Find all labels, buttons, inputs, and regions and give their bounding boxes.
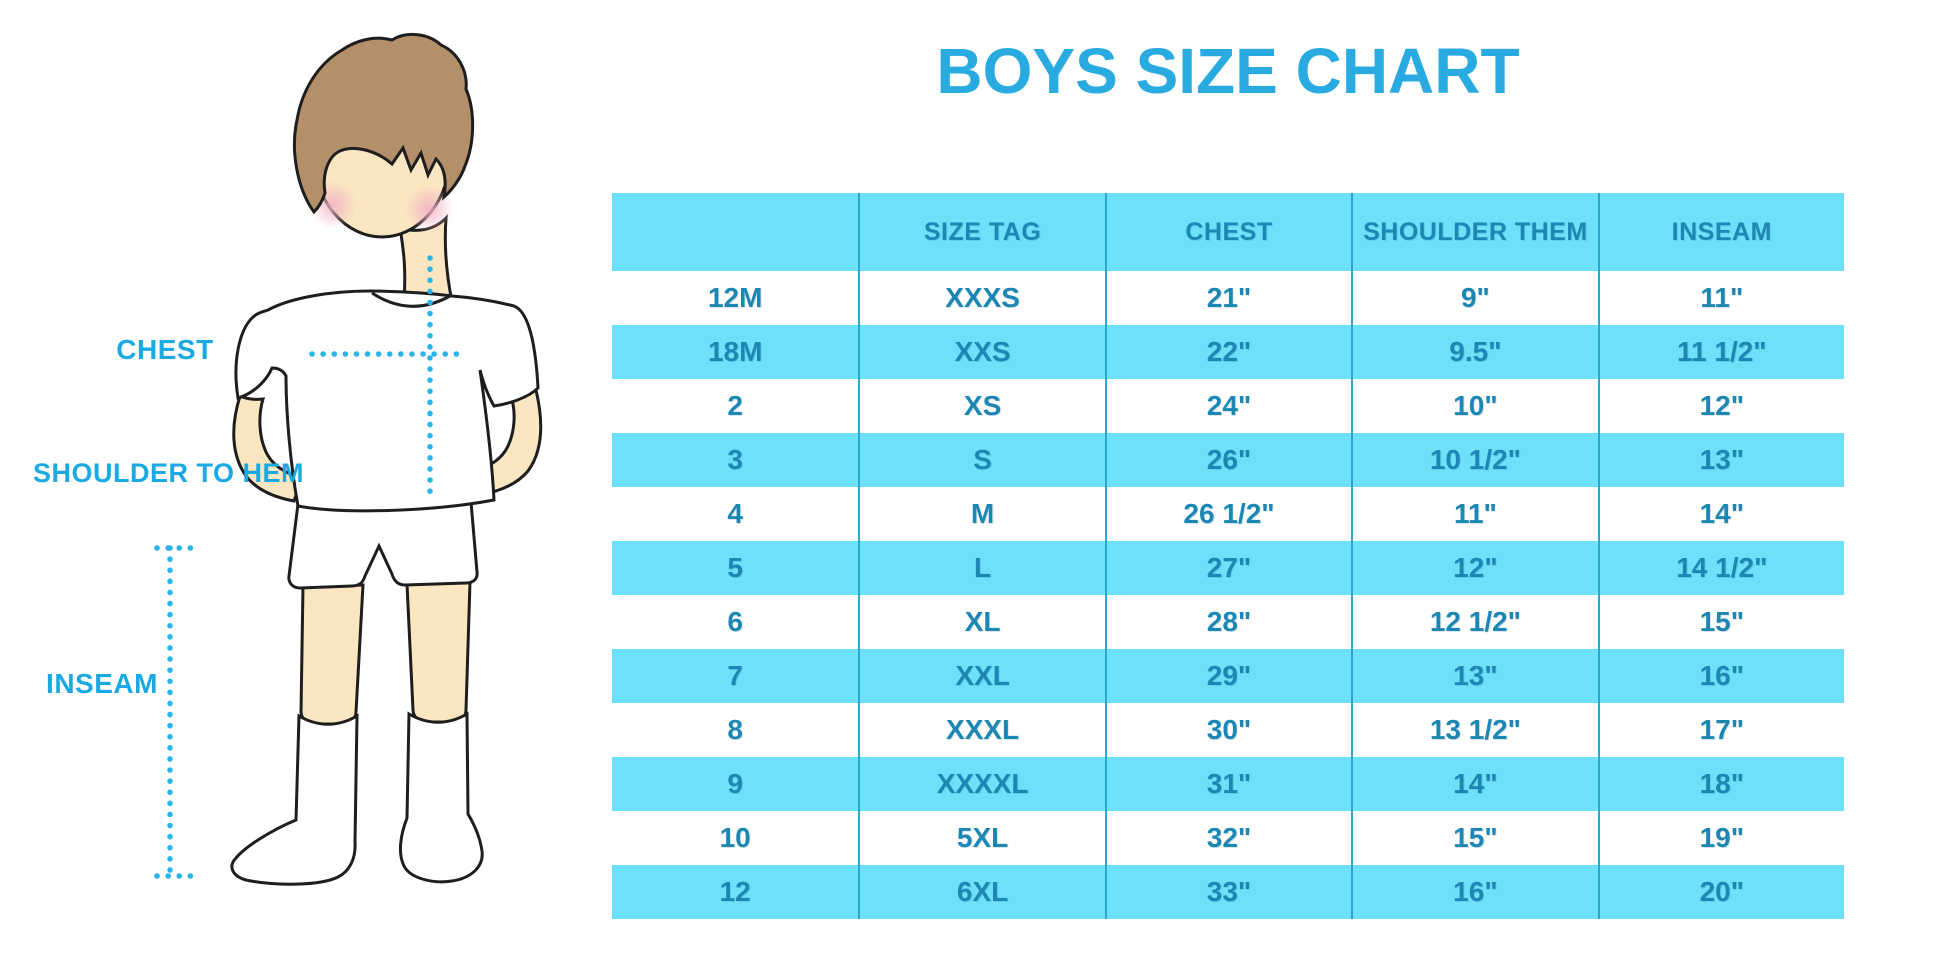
table-row: 9 XXXXL 31" 14" 18"	[612, 757, 1844, 811]
cell-size: 9	[727, 768, 743, 799]
cell-size: 4	[727, 498, 743, 529]
inseam-label: INSEAM	[46, 668, 158, 699]
table-row: 18M XXS 22" 9.5" 11 1/2"	[612, 325, 1844, 379]
cell-size-tag: M	[858, 487, 1104, 541]
cell-chest: 26 1/2"	[1104, 487, 1351, 541]
cell-size-tag: 6XL	[858, 865, 1104, 919]
cell-size-tag: XXL	[858, 649, 1104, 703]
cell-size: 18M	[707, 336, 763, 367]
table-rows: 12M XXXS 21" 9" 11" 18M XXS 22" 9.5" 11 …	[612, 271, 1844, 919]
table-row: 5 L 27" 12" 14 1/2"	[612, 541, 1844, 595]
cell-chest: 28"	[1104, 595, 1351, 649]
cell-shoulder: 12 1/2"	[1351, 595, 1597, 649]
boy-left-sock	[230, 713, 359, 886]
cell-chest: 24"	[1104, 379, 1351, 433]
cell-chest: 30"	[1104, 703, 1351, 757]
header-cell-shoulder-them: SHOULDER THEM	[1351, 193, 1597, 271]
cell-chest: 21"	[1104, 271, 1351, 325]
table-row: 12M XXXS 21" 9" 11"	[612, 271, 1844, 325]
cell-size-tag: L	[858, 541, 1104, 595]
cell-shoulder: 10"	[1351, 379, 1597, 433]
cell-chest: 33"	[1104, 865, 1351, 919]
cell-shoulder: 9"	[1351, 271, 1597, 325]
boy-right-leg	[405, 580, 472, 724]
cell-inseam: 20"	[1597, 865, 1844, 919]
cell-shoulder: 13"	[1351, 649, 1597, 703]
table-row: 4 M 26 1/2" 11" 14"	[612, 487, 1844, 541]
cell-inseam: 16"	[1597, 649, 1844, 703]
table-row: 12 6XL 33" 16" 20"	[612, 865, 1844, 919]
cell-shoulder: 13 1/2"	[1351, 703, 1597, 757]
boy-left-arm	[232, 393, 304, 503]
cell-shoulder: 16"	[1351, 865, 1597, 919]
table-row: 8 XXXL 30" 13 1/2" 17"	[612, 703, 1844, 757]
table-row: 6 XL 28" 12 1/2" 15"	[612, 595, 1844, 649]
cell-inseam: 14"	[1597, 487, 1844, 541]
cell-inseam: 11"	[1597, 271, 1844, 325]
shoulder-to-hem-label: SHOULDER TO HEM	[33, 458, 305, 488]
cell-size: 12M	[707, 282, 763, 313]
cell-chest: 29"	[1104, 649, 1351, 703]
cell-size-tag: XL	[858, 595, 1104, 649]
cell-size: 2	[727, 390, 743, 421]
cell-shoulder: 11"	[1351, 487, 1597, 541]
cell-inseam: 11 1/2"	[1597, 325, 1844, 379]
cell-size-tag: XXXXL	[858, 757, 1104, 811]
cell-size-tag: 5XL	[858, 811, 1104, 865]
boy-shorts	[287, 500, 479, 590]
boy-hair	[293, 32, 475, 215]
table-row: 7 XXL 29" 13" 16"	[612, 649, 1844, 703]
cell-inseam: 15"	[1597, 595, 1844, 649]
boy-left-leg	[299, 583, 365, 726]
header-cell-blank	[612, 193, 858, 271]
cell-chest: 32"	[1104, 811, 1351, 865]
cell-inseam: 14 1/2"	[1597, 541, 1844, 595]
cell-size: 6	[727, 606, 743, 637]
cell-size-tag: XXXL	[858, 703, 1104, 757]
cell-shoulder: 15"	[1351, 811, 1597, 865]
table-row: 10 5XL 32" 15" 19"	[612, 811, 1844, 865]
chest-label: CHEST	[116, 334, 214, 365]
cell-size: 3	[727, 444, 743, 475]
cell-inseam: 18"	[1597, 757, 1844, 811]
cell-chest: 31"	[1104, 757, 1351, 811]
cell-size: 5	[727, 552, 743, 583]
cell-inseam: 13"	[1597, 433, 1844, 487]
size-table: SIZE TAG CHEST SHOULDER THEM INSEAM 12M …	[612, 193, 1844, 919]
cell-inseam: 17"	[1597, 703, 1844, 757]
cell-size-tag: XXXS	[858, 271, 1104, 325]
cell-shoulder: 9.5"	[1351, 325, 1597, 379]
cell-shoulder: 14"	[1351, 757, 1597, 811]
cell-size: 8	[727, 714, 743, 745]
cell-chest: 27"	[1104, 541, 1351, 595]
cell-inseam: 12"	[1597, 379, 1844, 433]
cell-shoulder: 12"	[1351, 541, 1597, 595]
cell-size: 12	[719, 876, 751, 907]
cell-size: 10	[719, 822, 751, 853]
boy-shirt	[234, 289, 540, 513]
cell-size-tag: XXS	[858, 325, 1104, 379]
header-cell-chest: CHEST	[1104, 193, 1351, 271]
cell-inseam: 19"	[1597, 811, 1844, 865]
boy-right-sock	[398, 711, 484, 884]
table-row: 3 S 26" 10 1/2" 13"	[612, 433, 1844, 487]
cell-chest: 22"	[1104, 325, 1351, 379]
page-title: BOYS SIZE CHART	[936, 35, 1520, 107]
cell-size: 7	[727, 660, 743, 691]
table-row: 2 XS 24" 10" 12"	[612, 379, 1844, 433]
cell-size-tag: XS	[858, 379, 1104, 433]
boy-figure-illustration	[154, 32, 543, 886]
boy-shirt-collar	[371, 291, 451, 308]
cell-size-tag: S	[858, 433, 1104, 487]
table-header-row: SIZE TAG CHEST SHOULDER THEM INSEAM	[612, 193, 1844, 271]
cell-chest: 26"	[1104, 433, 1351, 487]
header-cell-inseam: INSEAM	[1597, 193, 1844, 271]
cell-shoulder: 10 1/2"	[1351, 433, 1597, 487]
header-cell-size-tag: SIZE TAG	[858, 193, 1104, 271]
boy-blush-right	[405, 185, 453, 233]
